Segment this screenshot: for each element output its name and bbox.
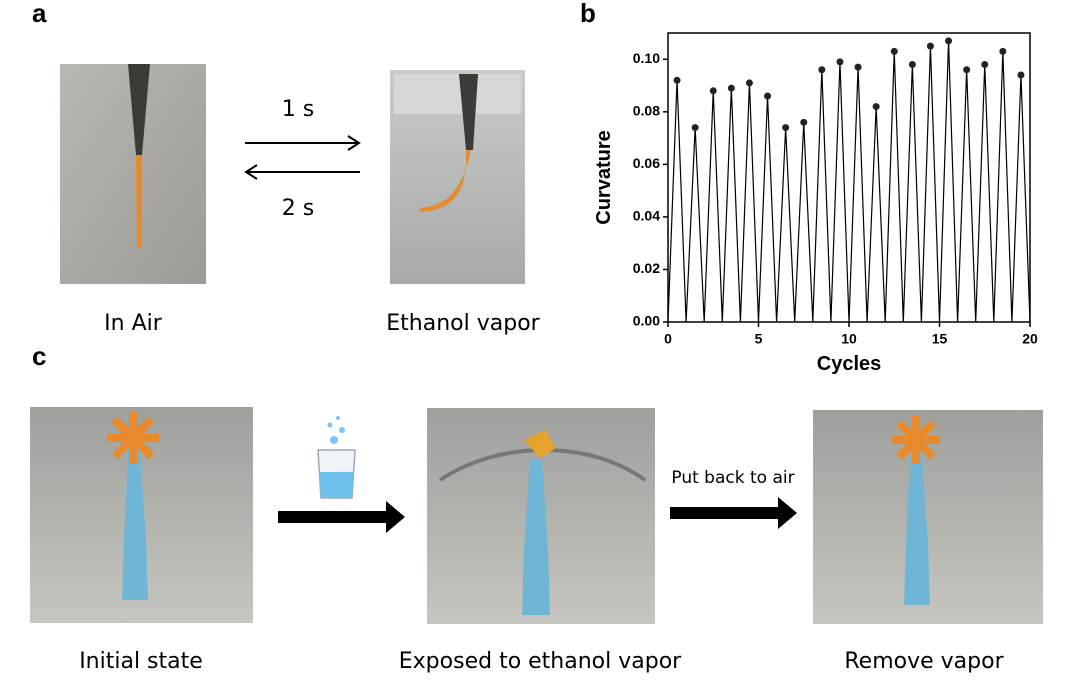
arrow-label: Put back to air: [671, 468, 794, 488]
y-tick-label: 0.00: [633, 313, 660, 329]
data-point: [908, 61, 916, 69]
y-tick-label: 0.10: [633, 50, 660, 66]
data-line: [667, 40, 1031, 323]
x-tick-label: 15: [932, 331, 948, 347]
photo-exposed: [427, 408, 655, 624]
data-point: [818, 66, 826, 74]
photo-ethanol-vapor: [390, 70, 525, 284]
thick-arrow: [278, 497, 797, 533]
data-point: [890, 47, 898, 55]
y-tick-label: 0.06: [633, 155, 660, 171]
caption: Ethanol vapor: [386, 311, 540, 336]
data-point: [945, 37, 953, 45]
data-point: [800, 118, 808, 126]
x-tick-label: 20: [1022, 331, 1038, 347]
x-axis-label: Cycles: [817, 353, 882, 375]
data-point: [963, 66, 971, 74]
data-point: [782, 124, 790, 132]
photo-initial: [30, 407, 253, 623]
data-point: [764, 92, 772, 100]
chart: 0.00 0.02 0.04 0.06 0.08 0.10 0 5 10 15 20 Cycles Cu…: [593, 32, 1038, 375]
caption: Exposed to ethanol vapor: [399, 649, 682, 674]
photo-removed: [813, 410, 1043, 624]
data-point: [727, 84, 735, 92]
photo-in-air: [60, 64, 206, 284]
data-point: [872, 103, 880, 111]
caption: In Air: [104, 311, 163, 336]
y-tick-label: 0.08: [633, 103, 660, 119]
y-tick-label: 0.04: [633, 208, 660, 224]
data-point: [999, 47, 1007, 55]
time-label: 1 s: [282, 97, 314, 122]
transition-arrows: [244, 135, 361, 180]
caption: Remove vapor: [844, 649, 1004, 674]
caption: Initial state: [79, 649, 203, 674]
x-tick-label: 10: [841, 331, 857, 347]
y-tick-label: 0.02: [633, 260, 660, 276]
panel-label: b: [580, 0, 596, 28]
data-point: [854, 63, 862, 71]
data-point: [1017, 71, 1025, 79]
data-point: [709, 87, 717, 95]
panel-label: c: [32, 341, 46, 371]
data-point: [673, 76, 681, 84]
x-tick-label: 0: [664, 331, 672, 347]
data-point: [926, 42, 934, 50]
data-point: [745, 79, 753, 87]
time-label: 2 s: [282, 196, 314, 221]
data-point: [981, 61, 989, 69]
beaker-icon: [317, 416, 356, 499]
panel-label: a: [32, 0, 47, 28]
data-point: [691, 124, 699, 132]
data-point: [836, 58, 844, 66]
x-tick-label: 5: [755, 331, 763, 347]
y-axis-label: Curvature: [593, 130, 615, 224]
plot-frame: [667, 32, 1031, 323]
